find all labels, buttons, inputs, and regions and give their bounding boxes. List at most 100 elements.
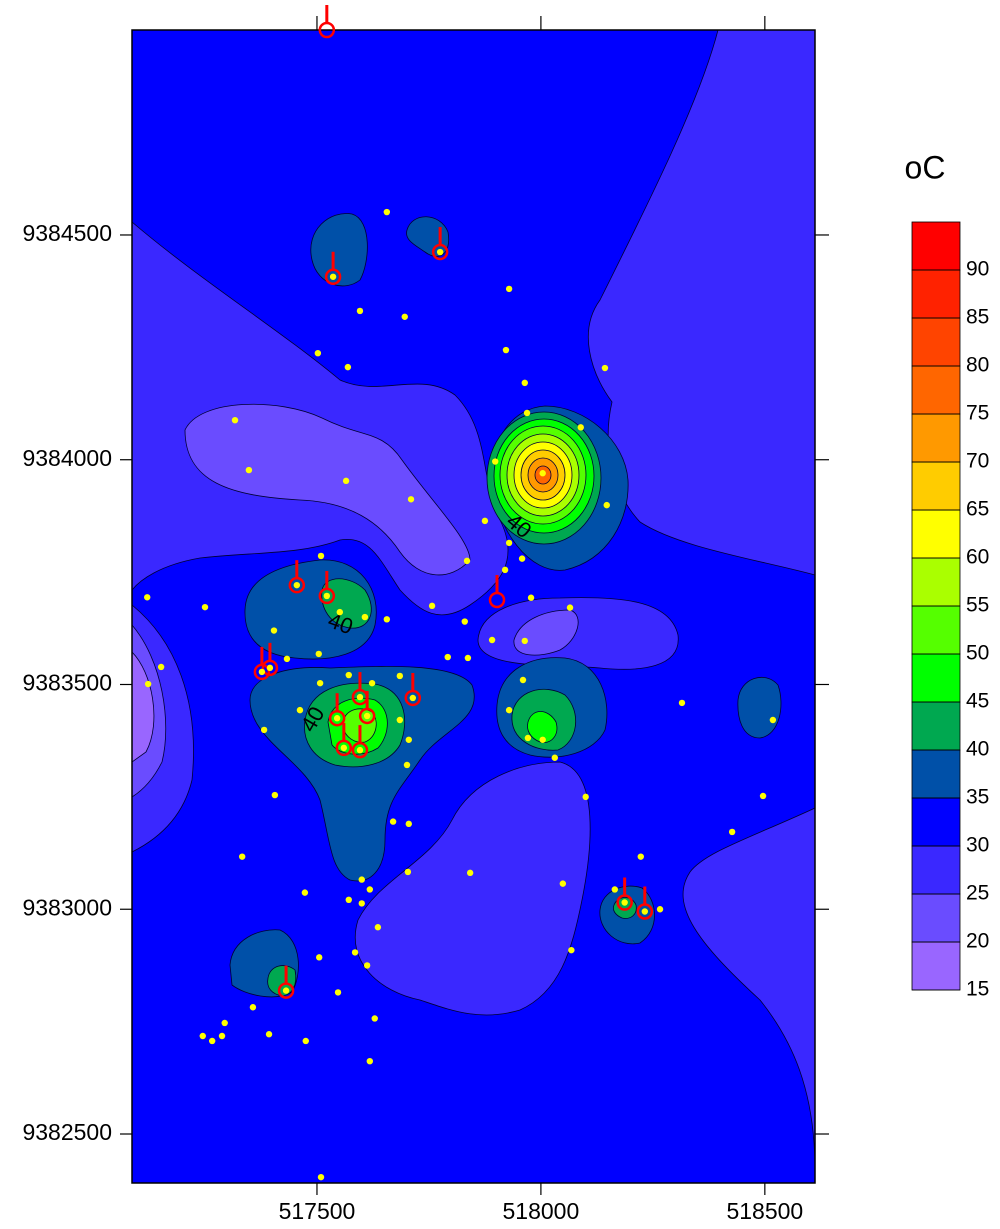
data-point [492,458,499,465]
well [431,227,449,261]
data-point [265,1031,273,1038]
data-point [518,555,526,562]
colorbar-band [911,605,961,655]
data-point [621,899,628,906]
data-point [601,364,609,372]
data-point [340,744,348,752]
contour-region [477,597,679,670]
contour-fill [132,30,815,1183]
colorbar-band [911,653,961,703]
data-point [444,653,451,661]
colorbar-band [911,797,961,847]
x-tick-label: 518500 [726,1198,803,1224]
well-circle [616,894,633,911]
well-circle [358,707,376,725]
data-point [656,906,664,913]
data-point [396,672,404,680]
data-point [258,668,266,676]
well-circle [318,21,336,39]
data-point [351,949,359,956]
colorbar-tick-label: 60 [966,546,989,569]
data-point [363,962,371,969]
data-point [333,715,341,722]
data-point [317,552,325,560]
colorbar-band [911,941,961,991]
data-point [759,792,767,800]
data-point [488,636,496,644]
data-point [260,726,268,734]
well-circle [288,576,306,594]
data-point [481,517,489,525]
colorbar-band [911,701,961,751]
data-point [383,616,391,623]
data-point [344,363,352,371]
colorbar-tick-label: 55 [966,594,989,617]
well [324,251,342,286]
data-point [401,313,408,320]
data-point [282,987,290,994]
data-point [249,1004,257,1011]
well [335,722,353,757]
contour-region [321,578,372,629]
data-point [199,1032,206,1040]
colorbar-band [911,893,961,943]
data-point [568,946,575,954]
data-point [383,208,391,216]
y-tick-label: 9383500 [22,670,112,696]
colorbar-title: oC [905,149,946,185]
colorbar-tick-label: 30 [966,834,989,857]
data-point [356,307,364,315]
data-point [368,679,376,687]
data-point [505,539,513,547]
data-point [769,716,777,724]
data-point [245,466,253,474]
colorbar-tick-label: 15 [966,978,989,1001]
data-point [329,273,337,280]
colorbar-tick-label: 45 [966,690,989,713]
data-point [361,613,369,621]
colorbar-tick-label: 70 [966,450,989,473]
data-point [539,736,546,743]
colorbar-tick-label: 65 [966,498,989,521]
data-point [238,853,246,860]
data-point [521,637,528,645]
well-circle [253,663,271,681]
well-circle [351,688,369,706]
well-circle [335,739,353,757]
well [253,646,271,681]
data-point [336,608,344,616]
data-point [404,868,412,876]
colorbar-tick-label: 85 [966,306,989,329]
well-circle [324,268,342,286]
data-point [396,716,404,724]
data-point [283,655,291,663]
data-point [374,924,382,931]
colorbar-tick-label: 35 [966,786,989,809]
colorbar-band [911,269,961,319]
data-point [270,627,278,634]
data-point [201,603,209,611]
data-point [366,1057,374,1065]
well [351,725,369,759]
data-point [566,604,574,611]
plot-frame [131,29,816,1184]
data-point [428,602,436,610]
data-point [371,1015,378,1022]
well [318,570,336,605]
data-point [505,285,513,293]
data-point [314,349,322,357]
well-circle [488,591,506,609]
well [261,642,279,677]
colorbar-band [911,221,961,271]
well-circle [351,741,369,759]
data-point [678,699,686,707]
data-point [363,712,371,720]
data-point [358,900,365,907]
data-point [342,477,350,485]
data-point [315,650,322,658]
data-point [345,896,352,904]
well-circle [261,659,279,677]
data-point [502,346,510,354]
